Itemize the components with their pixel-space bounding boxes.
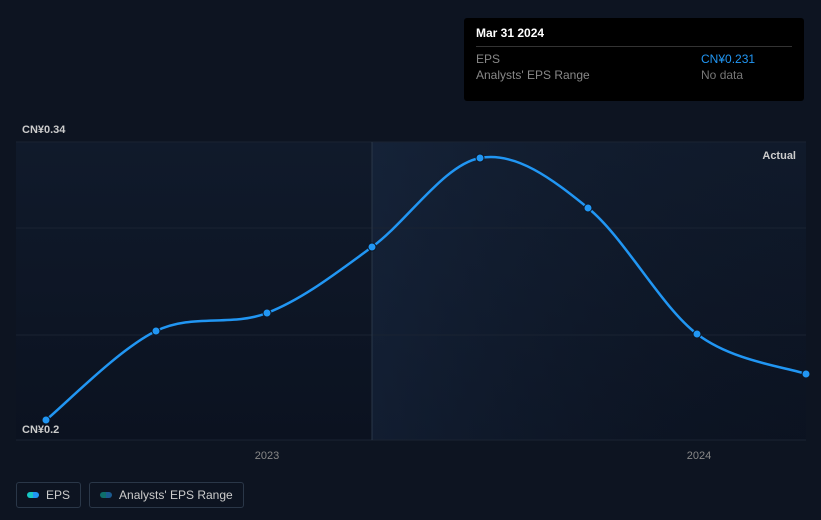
tooltip-key: EPS [476, 51, 701, 67]
legend-item[interactable]: EPS [16, 482, 81, 508]
tooltip-date: Mar 31 2024 [476, 26, 792, 47]
x-axis-tick: 2023 [255, 450, 279, 462]
tooltip-value: CN¥0.231 [701, 51, 792, 67]
y-axis-min-label: CN¥0.2 [22, 424, 59, 436]
x-axis-tick: 2024 [687, 450, 711, 462]
legend-swatch-icon [100, 492, 112, 498]
legend: EPS Analysts' EPS Range [16, 482, 244, 508]
tooltip-key: Analysts' EPS Range [476, 67, 701, 83]
actual-region-label: Actual [762, 150, 796, 162]
tooltip-value: No data [701, 67, 792, 83]
tooltip-rows: EPSCN¥0.231Analysts' EPS RangeNo data [476, 51, 792, 83]
y-axis-max-label: CN¥0.34 [22, 124, 65, 136]
legend-label: EPS [46, 488, 70, 502]
legend-swatch-icon [27, 492, 39, 498]
chart-container: { "chart": { "type": "line", "width": 82… [0, 0, 821, 520]
chart-tooltip: Mar 31 2024 EPSCN¥0.231Analysts' EPS Ran… [464, 18, 804, 101]
legend-label: Analysts' EPS Range [119, 488, 233, 502]
legend-item[interactable]: Analysts' EPS Range [89, 482, 244, 508]
